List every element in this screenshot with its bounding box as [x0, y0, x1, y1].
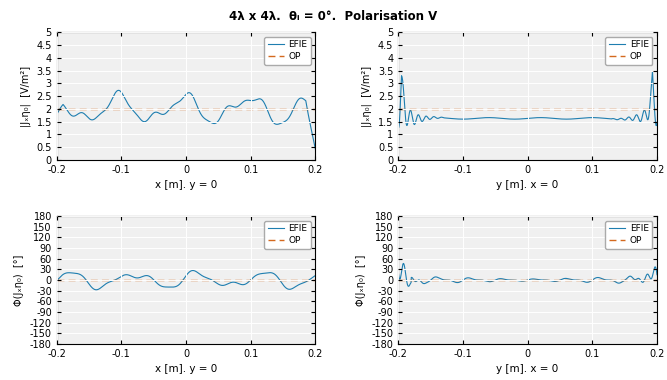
Text: 4λ x 4λ.  θᵢ = 0°.  Polarisation V: 4λ x 4λ. θᵢ = 0°. Polarisation V: [229, 10, 438, 22]
EFIE: [307, 277, 315, 281]
EFIE: [97, 111, 105, 115]
Y-axis label: Φ(Jₓη₀)  [°]: Φ(Jₓη₀) [°]: [14, 254, 24, 306]
EFIE: [163, 110, 171, 114]
EFIE: [279, 282, 287, 287]
Y-axis label: |Jₓη₀|  [V/m²]: |Jₓη₀| [V/m²]: [20, 66, 31, 127]
X-axis label: x [m]. y = 0: x [m]. y = 0: [155, 180, 217, 190]
EFIE: [311, 273, 319, 278]
EFIE: [620, 117, 628, 122]
Y-axis label: Φ(Jₓη₀)  [°]: Φ(Jₓη₀) [°]: [356, 254, 366, 306]
EFIE: [440, 277, 448, 282]
EFIE: [648, 275, 656, 280]
X-axis label: y [m]. x = 0: y [m]. x = 0: [496, 364, 559, 374]
EFIE: [279, 120, 287, 125]
Legend: EFIE, OP: EFIE, OP: [606, 37, 652, 65]
Line: EFIE: EFIE: [57, 271, 315, 290]
EFIE: [653, 272, 661, 277]
EFIE: [82, 113, 90, 118]
Line: EFIE: EFIE: [57, 90, 315, 149]
EFIE: [404, 284, 412, 288]
EFIE: [82, 278, 90, 282]
X-axis label: x [m]. y = 0: x [m]. y = 0: [155, 364, 217, 374]
EFIE: [97, 285, 105, 290]
Legend: EFIE, OP: EFIE, OP: [606, 221, 652, 249]
EFIE: [53, 112, 61, 117]
Y-axis label: |Jₓη₀|  [V/m²]: |Jₓη₀| [V/m²]: [362, 66, 372, 127]
X-axis label: y [m]. x = 0: y [m]. x = 0: [496, 180, 559, 190]
EFIE: [494, 116, 502, 120]
EFIE: [163, 285, 171, 289]
EFIE: [189, 268, 197, 273]
EFIE: [394, 125, 402, 129]
EFIE: [620, 278, 628, 283]
EFIE: [152, 110, 160, 114]
EFIE: [494, 277, 502, 281]
EFIE: [53, 279, 61, 283]
EFIE: [648, 74, 656, 79]
EFIE: [505, 117, 513, 121]
EFIE: [424, 116, 432, 120]
EFIE: [394, 269, 402, 274]
Legend: EFIE, OP: EFIE, OP: [264, 37, 311, 65]
EFIE: [424, 280, 432, 284]
EFIE: [152, 280, 160, 285]
Legend: EFIE, OP: EFIE, OP: [264, 221, 311, 249]
Line: EFIE: EFIE: [398, 72, 657, 128]
EFIE: [400, 261, 408, 266]
EFIE: [648, 70, 656, 74]
EFIE: [306, 123, 314, 128]
EFIE: [311, 147, 319, 152]
Line: EFIE: EFIE: [398, 263, 657, 286]
EFIE: [439, 116, 447, 120]
EFIE: [115, 88, 123, 93]
EFIE: [505, 278, 513, 282]
EFIE: [395, 125, 403, 130]
EFIE: [653, 120, 661, 125]
EFIE: [92, 288, 100, 292]
